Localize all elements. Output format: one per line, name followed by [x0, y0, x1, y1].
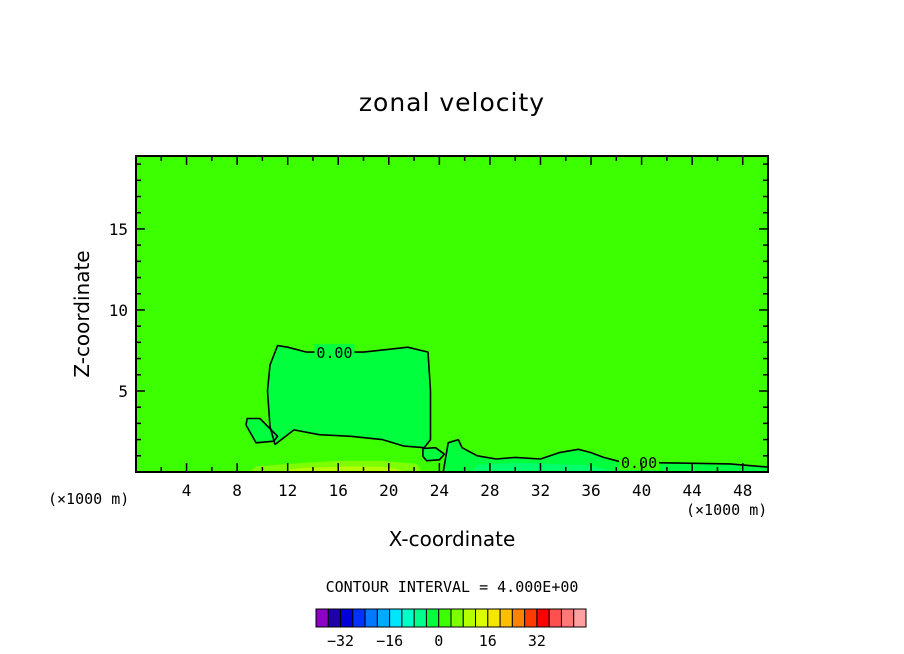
colorbar-swatch-6 — [389, 608, 403, 628]
colorbar-swatch-1 — [327, 608, 342, 628]
contour-label-1: 0.00 — [621, 454, 657, 472]
colorbar-swatch-15 — [499, 608, 513, 628]
x-tick-label: 24 — [430, 481, 449, 500]
colorbar-swatch-7 — [401, 608, 415, 628]
colorbar-swatch-17 — [524, 608, 538, 628]
colorbar-swatch-2 — [340, 608, 354, 628]
colorbar-tick-label: 0 — [434, 632, 443, 650]
x-tick-label: 4 — [182, 481, 192, 500]
y-axis-label: Z-coordinate — [70, 250, 94, 378]
x-tick-label: 28 — [480, 481, 499, 500]
contour-label-0: 0.00 — [316, 344, 352, 362]
contour-interval-caption: CONTOUR INTERVAL = 4.000E+00 — [325, 578, 579, 596]
field-background — [136, 156, 768, 472]
x-tick-label: 16 — [329, 481, 348, 500]
colorbar-tick-label: 32 — [528, 632, 546, 650]
colorbar-swatch-14 — [487, 608, 501, 628]
colorbar-swatch-3 — [352, 608, 366, 628]
zero-contour-line-0 — [266, 344, 432, 449]
contour-region-0 — [267, 345, 431, 448]
x-tick-label: 12 — [278, 481, 297, 500]
x-tick-label: 40 — [632, 481, 651, 500]
colorbar-swatch-12 — [462, 608, 477, 628]
x-unit-label-right: (×1000 m) — [686, 501, 768, 519]
x-tick-label: 44 — [683, 481, 702, 500]
colorbar-swatch-8 — [413, 608, 427, 628]
x-tick-label: 48 — [733, 481, 752, 500]
colorbar-swatch-5 — [376, 608, 391, 628]
y-tick-label: 5 — [118, 382, 128, 401]
contour-region-1 — [246, 418, 278, 443]
x-tick-label: 8 — [232, 481, 242, 500]
x-tick-label: 20 — [379, 481, 398, 500]
x-tick-label: 36 — [581, 481, 600, 500]
contour-fill-layer — [136, 156, 768, 472]
contour-region-4 — [471, 463, 617, 472]
zero-contour-line-1 — [245, 417, 279, 444]
colorbar-swatch-16 — [511, 608, 526, 628]
contour-region-6 — [275, 466, 408, 472]
colorbar-swatch-18 — [536, 608, 550, 628]
contour-label-layer: 0.00 0.00 — [314, 343, 660, 472]
colorbar-swatch-4 — [364, 608, 378, 628]
colorbar-tick-label: 16 — [479, 632, 497, 650]
y-tick-label: 10 — [109, 301, 128, 320]
x-axis-label: X-coordinate — [388, 527, 516, 551]
colorbar-swatch-0 — [315, 608, 329, 628]
x-unit-label-left: (×1000 m) — [48, 490, 130, 508]
plot-frame — [135, 155, 769, 473]
colorbar-swatch-11 — [450, 608, 464, 628]
colorbar-tick-label: −16 — [376, 632, 403, 650]
colorbar-swatch-19 — [548, 608, 562, 628]
colorbar-swatch-13 — [475, 608, 489, 628]
x-tick-label: 32 — [531, 481, 550, 500]
chart-title: zonal velocity — [358, 88, 546, 117]
colorbar-swatch-9 — [425, 608, 440, 628]
colorbar-swatch-20 — [560, 608, 575, 628]
contour-label-bg-1 — [619, 454, 660, 471]
colorbar: −32 −16 0 16 32 — [315, 608, 587, 650]
colorbar-tick-label: −32 — [327, 632, 354, 650]
zero-contour-line-2 — [422, 446, 446, 462]
contour-label-bg-0 — [314, 343, 355, 360]
colorbar-swatch-10 — [438, 608, 452, 628]
y-tick-label: 15 — [109, 220, 128, 239]
colorbar-swatch-21 — [573, 608, 587, 628]
